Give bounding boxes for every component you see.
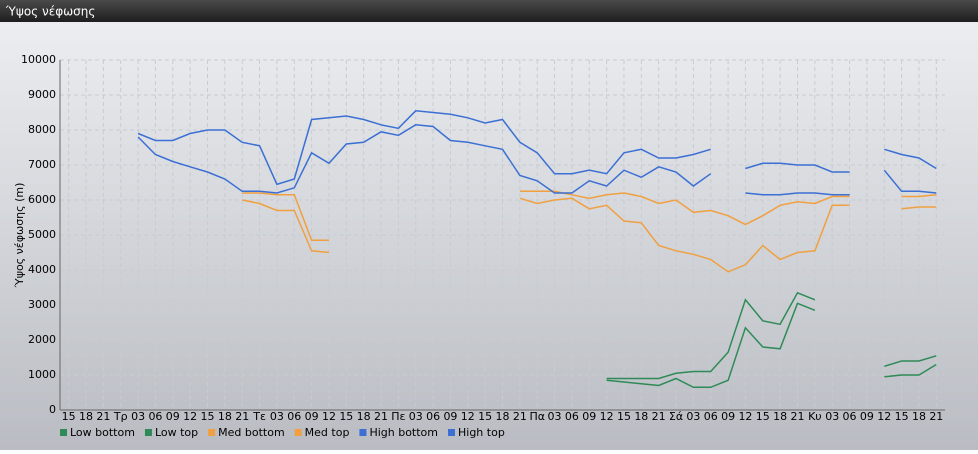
y-tick-label: 7000 — [28, 158, 56, 171]
y-tick-label: 6000 — [28, 193, 56, 206]
series-line — [242, 197, 937, 273]
x-tick-label: 03 — [270, 410, 284, 423]
y-tick-label: 9000 — [28, 88, 56, 101]
x-tick-label: 21 — [791, 410, 805, 423]
legend-swatch — [60, 429, 67, 436]
x-tick-label: 09 — [860, 410, 874, 423]
x-tick-label: 18 — [357, 410, 371, 423]
x-tick-label: 12 — [738, 410, 752, 423]
y-tick-label: 10000 — [21, 53, 56, 66]
legend-label: Low bottom — [70, 426, 135, 439]
x-tick-label: 21 — [652, 410, 666, 423]
x-tick-label: Κυ — [808, 410, 822, 423]
x-tick-label: 15 — [895, 410, 909, 423]
legend-swatch — [359, 429, 367, 436]
x-tick-label: 21 — [374, 410, 388, 423]
legend-label: High top — [458, 426, 505, 439]
y-tick-label: 8000 — [28, 123, 56, 136]
x-tick-label: 18 — [79, 410, 93, 423]
x-tick-label: 09 — [721, 410, 735, 423]
x-tick-label: 18 — [773, 410, 787, 423]
y-tick-label: 2000 — [28, 333, 56, 346]
x-tick-label: 03 — [409, 410, 423, 423]
x-tick-label: Πε — [391, 410, 405, 423]
legend-label: High bottom — [369, 426, 438, 439]
legend-label: Med top — [305, 426, 350, 439]
x-tick-label: 21 — [96, 410, 110, 423]
x-tick-label: 09 — [582, 410, 596, 423]
x-tick-label: Τρ — [113, 410, 128, 423]
x-tick-label: 12 — [183, 410, 197, 423]
legend-swatch — [144, 429, 152, 436]
x-tick-label: 15 — [617, 410, 631, 423]
x-tick-label: 15 — [478, 410, 492, 423]
y-tick-label: 3000 — [28, 298, 56, 311]
x-tick-label: 09 — [443, 410, 457, 423]
x-tick-label: 21 — [929, 410, 943, 423]
title-bar — [0, 0, 978, 22]
series-line — [137, 124, 937, 196]
legend-label: Low top — [155, 426, 198, 439]
x-tick-label: 03 — [825, 410, 839, 423]
x-tick-label: 12 — [600, 410, 614, 423]
x-tick-label: 18 — [634, 410, 648, 423]
x-tick-label: 18 — [912, 410, 926, 423]
y-tick-label: 0 — [49, 403, 56, 416]
x-tick-label: 06 — [843, 410, 857, 423]
series-line — [606, 302, 937, 389]
y-tick-label: 4000 — [28, 263, 56, 276]
legend-label: Med bottom — [218, 426, 285, 439]
x-tick-label: 18 — [218, 410, 232, 423]
x-tick-label: 12 — [461, 410, 475, 423]
x-tick-label: 12 — [322, 410, 336, 423]
series-line — [606, 291, 937, 380]
legend-swatch — [208, 429, 216, 436]
chart-title: Ύψος νέφωσης — [5, 5, 95, 19]
x-tick-label: 21 — [235, 410, 249, 423]
x-tick-label: 18 — [496, 410, 510, 423]
x-tick-label: 21 — [513, 410, 527, 423]
x-tick-label: 12 — [877, 410, 891, 423]
x-tick-label: 09 — [305, 410, 319, 423]
legend-swatch — [294, 429, 302, 436]
legend-swatch — [448, 429, 455, 436]
x-tick-label: Πα — [529, 410, 545, 423]
x-tick-label: 15 — [339, 410, 353, 423]
y-axis-label: Ύψος νέφωσης (m) — [13, 183, 26, 289]
x-tick-label: 03 — [131, 410, 145, 423]
x-tick-label: 09 — [166, 410, 180, 423]
x-tick-label: 03 — [548, 410, 562, 423]
series-line — [242, 190, 937, 242]
x-tick-label: 06 — [565, 410, 579, 423]
x-tick-label: 15 — [62, 410, 76, 423]
x-tick-label: 06 — [704, 410, 718, 423]
x-tick-label: 06 — [426, 410, 440, 423]
series-line — [137, 110, 937, 186]
x-tick-label: 15 — [201, 410, 215, 423]
x-tick-label: 03 — [686, 410, 700, 423]
y-tick-label: 1000 — [28, 368, 56, 381]
y-tick-label: 5000 — [28, 228, 56, 241]
x-tick-label: 15 — [756, 410, 770, 423]
x-tick-label: Σά — [669, 410, 683, 423]
x-tick-label: Τε — [252, 410, 266, 423]
x-tick-label: 06 — [148, 410, 162, 423]
x-tick-label: 06 — [287, 410, 301, 423]
